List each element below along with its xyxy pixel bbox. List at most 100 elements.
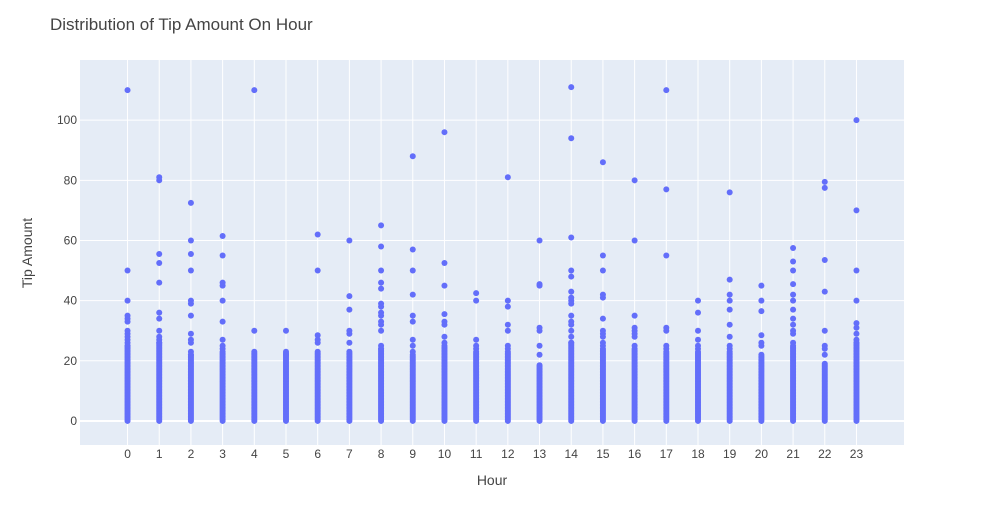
data-point — [346, 348, 353, 355]
data-point — [853, 297, 860, 304]
data-point — [219, 318, 226, 325]
data-point — [790, 297, 797, 304]
data-point — [409, 348, 416, 355]
data-point — [346, 237, 353, 244]
data-point — [631, 237, 638, 244]
x-tick-label: 19 — [723, 447, 737, 461]
x-tick-label: 0 — [124, 447, 131, 461]
data-point — [409, 246, 416, 253]
data-point — [663, 252, 670, 259]
data-point — [726, 276, 733, 283]
x-tick-label: 14 — [565, 447, 579, 461]
data-point — [504, 174, 511, 181]
data-point — [599, 252, 606, 259]
data-point — [726, 189, 733, 196]
x-tick-label: 22 — [818, 447, 832, 461]
data-point — [726, 291, 733, 298]
data-point — [536, 342, 543, 349]
data-point — [568, 300, 575, 307]
x-tick-label: 2 — [188, 447, 195, 461]
data-point — [187, 351, 194, 358]
data-point — [441, 333, 448, 340]
data-point — [853, 330, 860, 337]
data-point — [378, 267, 385, 274]
x-tick-label: 17 — [660, 447, 674, 461]
data-point — [251, 327, 258, 334]
data-point — [568, 339, 575, 346]
x-tick-label: 15 — [596, 447, 610, 461]
x-axis-title: Hour — [477, 472, 508, 488]
y-tick-label: 80 — [64, 173, 78, 187]
data-point — [156, 177, 163, 184]
data-point — [187, 251, 194, 258]
data-point — [568, 135, 575, 142]
data-point — [536, 282, 543, 289]
data-point — [695, 345, 701, 352]
data-point — [378, 345, 385, 352]
data-point — [314, 231, 321, 238]
data-point — [758, 282, 765, 289]
data-point — [790, 291, 797, 298]
data-point — [853, 324, 860, 331]
data-point — [156, 315, 163, 322]
data-point — [599, 315, 606, 322]
data-point — [504, 297, 511, 304]
data-point — [790, 281, 797, 288]
data-point — [568, 312, 575, 319]
data-point — [790, 244, 797, 251]
data-point — [695, 327, 701, 334]
data-point — [283, 351, 289, 358]
data-point — [853, 207, 860, 214]
data-point — [726, 321, 733, 328]
y-tick-label: 100 — [57, 113, 77, 127]
data-point — [219, 232, 226, 239]
data-point — [599, 333, 606, 340]
x-tick-label: 1 — [156, 447, 163, 461]
data-point — [187, 312, 194, 319]
data-point — [156, 327, 163, 334]
data-point — [314, 348, 321, 355]
data-point — [631, 333, 638, 340]
data-point — [790, 315, 797, 322]
data-point — [441, 260, 448, 267]
data-point — [631, 312, 638, 319]
data-point — [473, 336, 480, 343]
data-point — [790, 321, 797, 328]
data-point — [346, 330, 353, 337]
data-point — [663, 327, 670, 334]
data-point — [853, 320, 860, 327]
data-point — [473, 290, 480, 297]
chart-title: Distribution of Tip Amount On Hour — [50, 15, 313, 34]
data-point — [124, 87, 131, 94]
data-point — [219, 297, 226, 304]
data-point — [758, 297, 765, 304]
data-point — [695, 309, 701, 316]
data-point — [187, 330, 194, 337]
data-point — [758, 342, 765, 349]
x-tick-label: 7 — [346, 447, 353, 461]
data-point — [695, 297, 701, 304]
data-point — [821, 257, 828, 264]
x-tick-label: 11 — [470, 447, 483, 461]
data-point — [568, 288, 575, 295]
data-point — [568, 273, 575, 280]
data-point — [853, 339, 860, 346]
x-tick-label: 6 — [314, 447, 321, 461]
data-point — [821, 184, 828, 191]
data-point — [568, 234, 575, 241]
data-point — [378, 303, 385, 310]
x-tick-label: 16 — [628, 447, 642, 461]
y-axis-ticks: 0 20 40 60 80 100 — [57, 113, 77, 428]
data-point — [156, 309, 163, 316]
y-tick-label: 0 — [70, 414, 77, 428]
data-points — [124, 84, 860, 424]
data-point — [758, 308, 765, 315]
data-point — [219, 282, 226, 289]
data-point — [536, 362, 543, 369]
data-point — [219, 345, 226, 352]
plot-area — [80, 60, 904, 445]
data-point — [821, 178, 828, 185]
data-point — [156, 279, 163, 286]
data-point — [219, 336, 226, 343]
